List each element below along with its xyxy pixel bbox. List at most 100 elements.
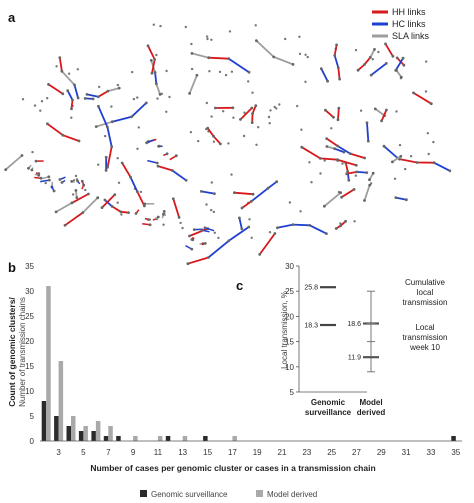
network-node: [218, 70, 222, 74]
network-node: [168, 95, 171, 99]
model-week10-label: 11.9: [348, 355, 361, 362]
network-node: [258, 253, 262, 256]
network-node: [391, 54, 395, 58]
network-node: [401, 56, 405, 60]
x-tick-label: 15: [203, 448, 212, 457]
network-node: [404, 167, 407, 171]
network-node: [136, 147, 139, 150]
network-node: [74, 189, 78, 192]
network-node: [132, 97, 136, 101]
network-node: [298, 35, 301, 38]
network-node: [230, 70, 234, 73]
network-node: [385, 108, 388, 112]
network-node: [415, 161, 419, 164]
network-node: [250, 199, 253, 203]
network-node: [110, 205, 114, 208]
network-node: [210, 115, 213, 118]
inset-ylabel: Local transmission, %: [280, 291, 289, 369]
hh-links-label: HH links: [392, 7, 426, 17]
network-node: [308, 223, 312, 227]
network-link: [334, 147, 345, 153]
network-link: [333, 55, 340, 68]
hc-links-label: HC links: [392, 19, 426, 29]
network-node: [391, 160, 394, 164]
network-node: [240, 206, 244, 210]
network-node: [409, 155, 413, 158]
network-node: [61, 133, 65, 137]
network-node: [39, 176, 43, 180]
network-node: [136, 96, 139, 99]
network-node: [150, 71, 154, 75]
network-node: [210, 208, 213, 212]
network-link: [277, 223, 294, 229]
genomic-bar: [91, 431, 96, 441]
network-link: [212, 135, 222, 145]
network-link: [383, 145, 399, 159]
network-node: [120, 213, 123, 216]
network-link: [413, 92, 432, 105]
network-link: [111, 205, 122, 213]
network-node: [34, 159, 38, 163]
network-link: [151, 59, 156, 74]
network-node: [71, 98, 74, 102]
sla-links-label: SLA links: [392, 31, 430, 41]
network-node: [179, 221, 182, 225]
network-link: [395, 69, 403, 78]
model-bar: [46, 286, 51, 441]
network-node: [72, 193, 75, 196]
network-node: [424, 90, 428, 93]
network-node: [207, 56, 211, 60]
network-node: [300, 145, 304, 149]
network-node: [20, 154, 24, 157]
network-node: [363, 63, 366, 66]
network-link: [157, 165, 173, 172]
model-legend-label: Model derived: [267, 490, 317, 499]
network-node: [134, 212, 138, 215]
network-node: [363, 156, 366, 160]
network-node: [104, 169, 108, 172]
network-node: [335, 43, 338, 47]
cluster-size-chart: b Count of genomic clusters/ Number of t…: [7, 260, 462, 499]
model-bar: [133, 436, 138, 441]
network-link: [201, 190, 215, 195]
network-link: [147, 159, 158, 164]
network-node: [368, 178, 371, 182]
network-node: [149, 59, 153, 62]
network-node: [4, 168, 8, 172]
network-link: [384, 43, 394, 57]
model-bar: [83, 426, 88, 441]
network-node: [395, 110, 398, 113]
network-node: [247, 225, 251, 229]
network-node: [380, 119, 383, 123]
network-node: [145, 141, 149, 145]
network-node: [120, 161, 124, 165]
network-node: [189, 131, 193, 134]
network-link: [357, 63, 366, 71]
network-node: [139, 190, 143, 194]
y-tick-label: 20: [25, 337, 34, 346]
network-node: [165, 152, 169, 156]
genomic-legend-swatch: [140, 490, 147, 497]
network-node: [80, 179, 84, 183]
network-link: [370, 62, 387, 76]
inset-y-tick-label: 30: [285, 262, 294, 271]
network-node: [206, 37, 209, 41]
network-link: [5, 154, 23, 171]
network-node: [398, 143, 402, 147]
network-link: [394, 57, 404, 71]
network-link: [326, 137, 339, 147]
network-node: [97, 104, 100, 108]
network-link: [346, 171, 357, 175]
network-node: [232, 116, 235, 119]
network-node: [336, 66, 340, 69]
network-node: [275, 180, 279, 184]
network-node: [103, 198, 107, 202]
network-link: [104, 199, 113, 208]
x-tick-label: 7: [106, 448, 111, 457]
model-bar: [182, 436, 188, 441]
y-tick-label: 35: [25, 262, 34, 271]
network-node: [110, 145, 114, 149]
network-node: [116, 201, 119, 204]
network-node: [384, 42, 387, 46]
network-node: [299, 210, 302, 213]
